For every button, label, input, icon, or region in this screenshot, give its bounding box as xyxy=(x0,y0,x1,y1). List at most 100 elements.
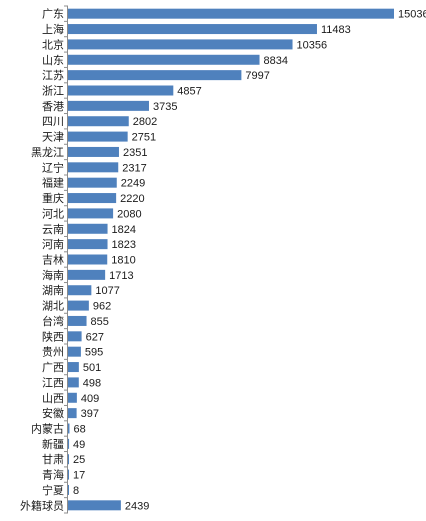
bar xyxy=(68,208,114,219)
bar xyxy=(68,239,108,250)
category-label: 辽宁 xyxy=(42,160,64,174)
bar xyxy=(68,100,149,111)
category-label: 外籍球员 xyxy=(20,498,64,512)
data-label: 7997 xyxy=(245,70,269,82)
category-label: 甘肃 xyxy=(42,453,64,466)
bar xyxy=(68,438,70,449)
data-label: 1823 xyxy=(112,239,136,251)
data-label: 2080 xyxy=(117,208,141,220)
bar xyxy=(68,285,92,296)
data-label: 68 xyxy=(73,424,85,436)
bar xyxy=(68,362,79,373)
bar xyxy=(68,315,87,326)
category-label: 陕西 xyxy=(42,329,64,343)
data-label: 8 xyxy=(73,485,79,497)
bar xyxy=(68,500,121,511)
bar xyxy=(68,146,119,157)
data-label: 2317 xyxy=(122,162,146,174)
bar xyxy=(68,469,69,480)
bar xyxy=(68,162,119,173)
category-label: 青海 xyxy=(42,468,64,482)
category-label: 浙江 xyxy=(42,85,64,98)
bar xyxy=(68,423,70,434)
data-label: 2439 xyxy=(125,500,149,512)
bar xyxy=(68,8,394,19)
data-label: 4857 xyxy=(177,86,201,98)
bar xyxy=(68,484,69,495)
bars xyxy=(68,8,394,511)
category-label: 河北 xyxy=(42,207,64,220)
data-label: 397 xyxy=(81,408,99,420)
category-label: 广西 xyxy=(42,361,64,374)
category-label: 海南 xyxy=(42,268,64,282)
data-label: 2249 xyxy=(121,178,145,190)
data-label: 2751 xyxy=(132,132,156,144)
category-labels: 广东上海北京山东江苏浙江香港四川天津黑龙江辽宁福建重庆河北云南河南吉林海南湖南湖… xyxy=(20,8,64,513)
bar xyxy=(68,392,77,403)
data-label: 595 xyxy=(85,347,103,359)
data-label: 409 xyxy=(81,393,99,405)
category-label: 福建 xyxy=(42,176,64,190)
bar xyxy=(68,269,106,280)
category-label: 北京 xyxy=(42,37,64,51)
data-label: 49 xyxy=(73,439,85,451)
bar xyxy=(68,70,242,81)
bar xyxy=(68,24,317,35)
data-label: 11483 xyxy=(321,24,351,36)
bar xyxy=(68,454,69,465)
bar xyxy=(68,254,108,265)
category-label: 山西 xyxy=(42,392,64,405)
category-label: 上海 xyxy=(42,22,64,36)
data-label: 627 xyxy=(86,331,104,343)
data-label: 3735 xyxy=(153,101,177,113)
category-label: 黑龙江 xyxy=(31,146,64,159)
bar xyxy=(68,408,77,419)
category-label: 四川 xyxy=(42,115,64,128)
category-label: 云南 xyxy=(42,223,64,236)
data-label: 15036 xyxy=(398,9,426,21)
category-label: 湖南 xyxy=(42,284,64,297)
bar xyxy=(68,54,260,65)
data-label: 1824 xyxy=(112,224,136,236)
data-label: 1077 xyxy=(95,285,119,297)
category-label: 山东 xyxy=(42,54,64,67)
data-label: 17 xyxy=(73,470,85,482)
bar xyxy=(68,116,129,127)
data-label: 2220 xyxy=(120,193,144,205)
category-axis-ticks xyxy=(64,5,68,514)
category-label: 香港 xyxy=(42,100,64,113)
category-label: 宁夏 xyxy=(42,483,64,497)
bar xyxy=(68,331,82,342)
data-label: 25 xyxy=(73,454,85,466)
data-label: 1810 xyxy=(111,255,135,267)
category-label: 新疆 xyxy=(42,437,64,451)
category-label: 天津 xyxy=(42,131,64,144)
data-label: 855 xyxy=(91,316,109,328)
category-label: 重庆 xyxy=(42,191,64,205)
category-label: 江西 xyxy=(42,376,64,389)
data-label: 8834 xyxy=(264,55,288,67)
bar xyxy=(68,131,128,142)
category-label: 内蒙古 xyxy=(31,422,64,436)
bar xyxy=(68,85,174,96)
data-label: 962 xyxy=(93,301,111,313)
bar xyxy=(68,177,117,188)
data-label: 10356 xyxy=(297,39,328,51)
data-label: 498 xyxy=(83,377,101,389)
bar xyxy=(68,39,293,50)
data-label: 501 xyxy=(83,362,101,374)
data-label: 1713 xyxy=(109,270,133,282)
bar xyxy=(68,193,117,204)
category-label: 江苏 xyxy=(42,69,64,82)
category-label: 湖北 xyxy=(42,300,64,313)
bar xyxy=(68,300,89,311)
data-label: 2802 xyxy=(133,116,157,128)
category-label: 安徽 xyxy=(42,406,64,420)
bar xyxy=(68,377,79,388)
category-label: 河南 xyxy=(42,238,64,251)
data-label: 2351 xyxy=(123,147,147,159)
category-label: 吉林 xyxy=(42,253,64,267)
bar xyxy=(68,223,108,234)
